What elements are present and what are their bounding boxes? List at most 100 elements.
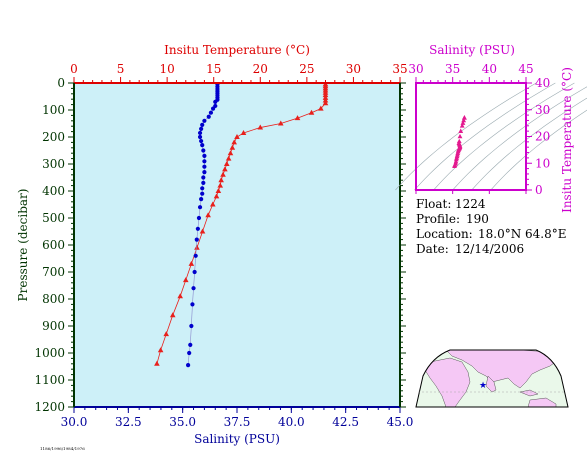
density-contour bbox=[395, 82, 537, 191]
pressure-axis-ticks: 0 100 200 300 400 500 600 700 800 900 1000 1100 1200 bbox=[34, 76, 406, 414]
salinity-point bbox=[194, 237, 199, 242]
profile-plot-area bbox=[74, 83, 400, 407]
map-africa bbox=[424, 357, 471, 407]
temperature-point bbox=[218, 177, 224, 183]
map-australia bbox=[527, 397, 557, 407]
salinity-point bbox=[200, 143, 205, 148]
salinity-point bbox=[202, 164, 207, 169]
salinity-point bbox=[210, 106, 216, 111]
temperature-point bbox=[163, 331, 170, 337]
salinity-point bbox=[195, 226, 200, 231]
pressure-tick-label: 600 bbox=[42, 238, 65, 252]
salinity-tick-label: 35.0 bbox=[169, 415, 196, 429]
temperature-tick-label: 5 bbox=[117, 62, 125, 76]
salinity-tick-label: 42.5 bbox=[332, 415, 359, 429]
temperature-point bbox=[294, 115, 301, 121]
temperature-point bbox=[277, 120, 284, 126]
float-info: Float: 1224 Profile: 190 Location: 18.0°… bbox=[416, 197, 567, 256]
salinity-point bbox=[193, 253, 198, 258]
temperature-point bbox=[223, 161, 230, 166]
salinity-point bbox=[202, 170, 207, 175]
pressure-tick-label: 1100 bbox=[34, 373, 65, 387]
temperature-point bbox=[322, 92, 329, 98]
temperature-point bbox=[308, 109, 315, 115]
ts-salinity-tick-label: 40 bbox=[482, 62, 497, 76]
date-label: Date: bbox=[416, 242, 449, 256]
temperature-point bbox=[227, 150, 234, 156]
temperature-point bbox=[322, 97, 329, 103]
ts-point bbox=[452, 163, 457, 168]
pressure-tick-label: 800 bbox=[42, 292, 65, 306]
temperature-point bbox=[217, 182, 224, 188]
pressure-axis-label: Pressure (decibar) bbox=[16, 189, 30, 302]
salinity-point bbox=[186, 363, 191, 368]
salinity-point bbox=[188, 342, 193, 347]
temperature-point bbox=[318, 105, 324, 111]
salinity-point bbox=[197, 134, 203, 140]
map-indonesia bbox=[519, 389, 539, 397]
salinity-point bbox=[199, 138, 204, 144]
profile-value: 190 bbox=[466, 212, 489, 226]
ts-point bbox=[453, 156, 459, 162]
temperature-point bbox=[194, 244, 200, 250]
salinity-point bbox=[199, 126, 204, 131]
pressure-tick-label: 900 bbox=[42, 319, 65, 333]
salinity-point bbox=[202, 118, 207, 123]
temperature-point bbox=[209, 201, 216, 207]
salinity-point bbox=[192, 269, 197, 275]
salinity-series bbox=[186, 82, 220, 368]
ts-point bbox=[462, 115, 467, 120]
ts-temperature-tick-label: 30 bbox=[535, 103, 550, 117]
ts-point bbox=[456, 138, 462, 144]
pressure-tick-label: 100 bbox=[42, 103, 65, 117]
temperature-point bbox=[220, 171, 226, 177]
float-label: Float: bbox=[416, 197, 451, 211]
ts-temperature-tick-label: 20 bbox=[535, 130, 550, 144]
map-india bbox=[485, 375, 497, 393]
temperature-point bbox=[234, 134, 240, 139]
ts-point bbox=[459, 123, 465, 128]
pressure-tick-label: 1000 bbox=[34, 346, 65, 360]
location-label: Location: bbox=[416, 227, 473, 241]
salinity-point bbox=[191, 286, 196, 291]
ts-temperature-tick-label: 10 bbox=[535, 156, 550, 170]
temperature-point bbox=[215, 188, 222, 193]
salinity-point bbox=[202, 153, 207, 158]
temperature-tick-label: 30 bbox=[346, 62, 361, 76]
salinity-point bbox=[208, 110, 214, 115]
temperature-point bbox=[225, 155, 232, 161]
temperature-point bbox=[240, 129, 247, 135]
salinity-axis-label: Salinity (PSU) bbox=[194, 432, 280, 446]
temperature-point bbox=[154, 360, 160, 366]
density-contour bbox=[452, 86, 587, 191]
temperature-tick-label: 35 bbox=[392, 62, 407, 76]
salinity-point bbox=[201, 175, 206, 180]
salinity-tick-label: 45.0 bbox=[387, 415, 414, 429]
location-value: 18.0°N 64.8°E bbox=[478, 227, 567, 241]
ts-point bbox=[460, 120, 466, 125]
pressure-tick-label: 400 bbox=[42, 184, 65, 198]
salinity-tick-label: 30.0 bbox=[61, 415, 88, 429]
salinity-point bbox=[213, 99, 218, 104]
temperature-tick-label: 0 bbox=[70, 62, 78, 76]
ts-salinity-tick-label: 35 bbox=[445, 62, 460, 76]
ts-salinity-tick-label: 30 bbox=[408, 62, 423, 76]
temperature-tick-label: 20 bbox=[253, 62, 268, 76]
salinity-point bbox=[201, 148, 206, 153]
pressure-tick-label: 1200 bbox=[34, 400, 65, 414]
ts-temperature-tick-label: 40 bbox=[535, 76, 550, 90]
pressure-tick-label: 500 bbox=[42, 211, 65, 225]
map-landmass bbox=[424, 350, 559, 407]
pressure-tick-label: 0 bbox=[57, 76, 65, 90]
temperature-point bbox=[188, 260, 195, 266]
salinity-point bbox=[189, 323, 194, 329]
salinity-point bbox=[200, 191, 205, 196]
temperature-tick-label: 25 bbox=[299, 62, 314, 76]
salinity-point bbox=[197, 130, 203, 136]
salinity-tick-label: 40.0 bbox=[278, 415, 305, 429]
footer-stamp: 1186/1996/1984/1976 bbox=[40, 446, 85, 451]
ts-point bbox=[458, 128, 464, 133]
salinity-axis-ticks: 30.0 32.5 35.0 37.5 40.0 42.5 45.0 bbox=[61, 407, 414, 429]
temperature-point bbox=[222, 166, 228, 172]
